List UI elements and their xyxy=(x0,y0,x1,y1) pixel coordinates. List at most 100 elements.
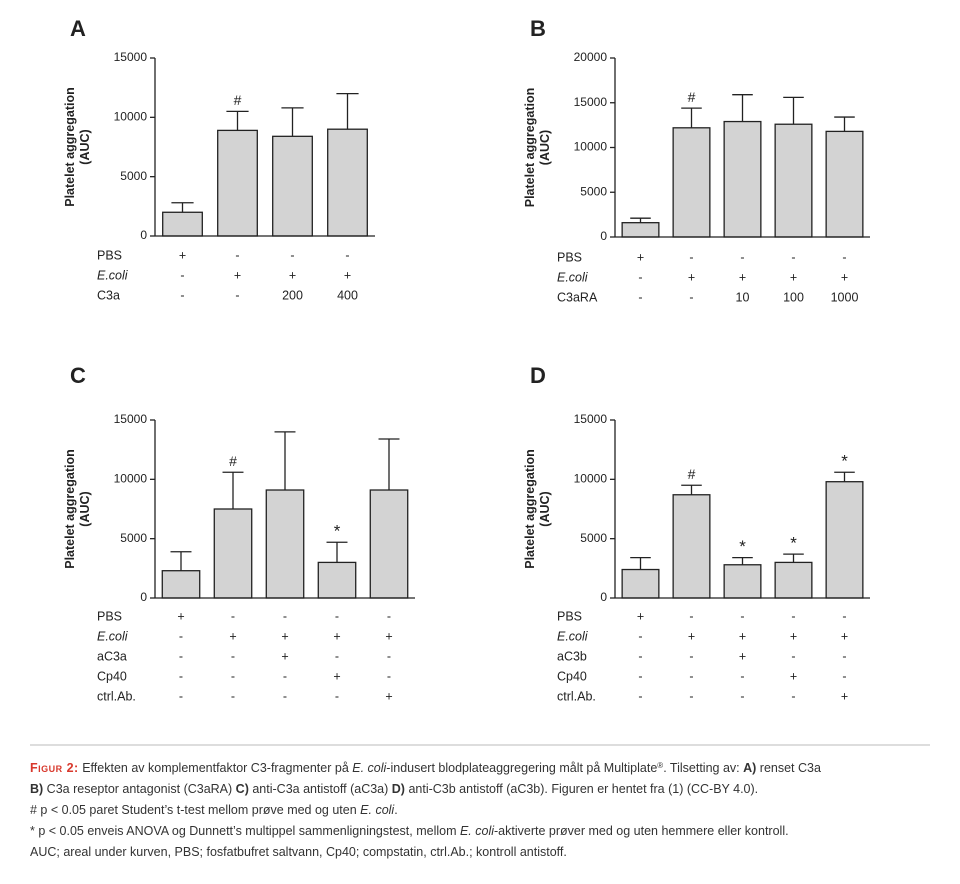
condition-cell: - xyxy=(235,288,239,302)
bar xyxy=(621,222,660,238)
caption-line: AUC; areal under kurven, PBS; fosfatbufr… xyxy=(30,845,567,859)
y-tick-label: 0 xyxy=(600,590,607,604)
caption-line: B) C3a reseptor antagonist (C3aRA) C) an… xyxy=(30,782,758,796)
condition-cell: - xyxy=(180,268,184,282)
condition-cell: - xyxy=(179,629,183,643)
panel-label: B xyxy=(530,16,546,41)
condition-cell: - xyxy=(231,609,235,623)
condition-cell: 100 xyxy=(783,290,804,304)
condition-cell: + xyxy=(841,629,848,643)
condition-name: PBS xyxy=(97,609,122,623)
condition-name: aC3a xyxy=(97,649,127,663)
condition-cell: - xyxy=(740,689,744,703)
y-axis-label: (AUC) xyxy=(78,129,92,164)
condition-cell: - xyxy=(689,609,693,623)
condition-cell: - xyxy=(740,669,744,683)
condition-cell: - xyxy=(689,649,693,663)
condition-cell: - xyxy=(235,248,239,262)
condition-cell: + xyxy=(289,268,296,282)
y-axis-label: (AUC) xyxy=(538,491,552,526)
significance-label: * xyxy=(841,452,848,471)
caption-text: E. coli xyxy=(460,824,495,838)
panel-label: C xyxy=(70,363,86,388)
condition-cell: + xyxy=(841,689,848,703)
condition-name: PBS xyxy=(557,609,582,623)
condition-cell: - xyxy=(689,689,693,703)
significance-label: # xyxy=(229,453,237,469)
condition-cell: + xyxy=(688,629,695,643)
bar xyxy=(825,481,864,599)
condition-cell: + xyxy=(790,669,797,683)
condition-cell: + xyxy=(688,270,695,284)
condition-cell: + xyxy=(179,248,186,262)
condition-cell: - xyxy=(387,609,391,623)
condition-cell: - xyxy=(231,669,235,683)
condition-name: ctrl.Ab. xyxy=(557,689,596,703)
condition-cell: - xyxy=(842,649,846,663)
condition-name: E.coli xyxy=(97,629,129,643)
y-tick-label: 5000 xyxy=(120,531,147,545)
condition-cell: - xyxy=(638,290,642,304)
y-axis-label: Platelet aggregation xyxy=(523,449,537,568)
condition-cell: - xyxy=(689,290,693,304)
condition-cell: + xyxy=(385,629,392,643)
caption-text: . Tilsetting av: xyxy=(663,761,743,775)
condition-cell: - xyxy=(638,669,642,683)
y-tick-label: 5000 xyxy=(580,531,607,545)
bar xyxy=(161,570,201,599)
condition-cell: + xyxy=(637,250,644,264)
condition-name: C3aRA xyxy=(557,290,598,304)
y-axis-label: Platelet aggregation xyxy=(63,449,77,568)
significance-label: # xyxy=(688,466,696,482)
caption-text: renset C3a xyxy=(756,761,821,775)
condition-cell: + xyxy=(281,629,288,643)
caption-text: E. coli xyxy=(360,803,395,817)
condition-cell: - xyxy=(231,649,235,663)
condition-cell: - xyxy=(283,689,287,703)
condition-cell: - xyxy=(335,649,339,663)
condition-cell: + xyxy=(333,669,340,683)
condition-cell: + xyxy=(229,629,236,643)
caption-text: -indusert blodplateaggregering målt på M… xyxy=(386,761,657,775)
bar xyxy=(621,568,660,599)
bar xyxy=(272,135,313,237)
condition-cell: + xyxy=(385,689,392,703)
condition-cell: - xyxy=(740,609,744,623)
condition-cell: - xyxy=(283,669,287,683)
condition-cell: - xyxy=(335,689,339,703)
bar xyxy=(672,127,711,238)
bar xyxy=(265,489,305,599)
caption-line: # p < 0.05 paret Student’s t-test mellom… xyxy=(30,803,398,817)
condition-cell: + xyxy=(790,629,797,643)
condition-cell: 400 xyxy=(337,288,358,302)
condition-name: E.coli xyxy=(97,268,129,282)
caption-text: ® xyxy=(657,761,663,770)
condition-cell: - xyxy=(842,669,846,683)
y-axis-label: (AUC) xyxy=(538,130,552,165)
condition-cell: - xyxy=(638,689,642,703)
condition-cell: 200 xyxy=(282,288,303,302)
panel-label: D xyxy=(530,363,546,388)
significance-label: * xyxy=(739,537,746,556)
condition-cell: - xyxy=(842,250,846,264)
condition-cell: - xyxy=(179,649,183,663)
caption-text: Figur 2: xyxy=(30,761,79,775)
condition-cell: - xyxy=(638,649,642,663)
y-tick-label: 5000 xyxy=(120,169,147,183)
y-axis-label: Platelet aggregation xyxy=(63,87,77,206)
condition-cell: + xyxy=(281,649,288,663)
bar xyxy=(774,561,813,599)
condition-cell: + xyxy=(790,270,797,284)
panel-label: A xyxy=(70,16,86,41)
caption-text: # p < 0.05 paret Student’s t-test mellom… xyxy=(30,803,360,817)
caption-text: A) xyxy=(743,761,756,775)
caption-line: Figur 2: Effekten av komplementfaktor C3… xyxy=(30,761,821,776)
condition-cell: - xyxy=(180,288,184,302)
y-tick-label: 15000 xyxy=(114,50,148,64)
y-tick-label: 15000 xyxy=(574,95,608,109)
condition-cell: - xyxy=(179,689,183,703)
condition-cell: + xyxy=(177,609,184,623)
condition-cell: + xyxy=(841,270,848,284)
bar xyxy=(369,489,409,599)
